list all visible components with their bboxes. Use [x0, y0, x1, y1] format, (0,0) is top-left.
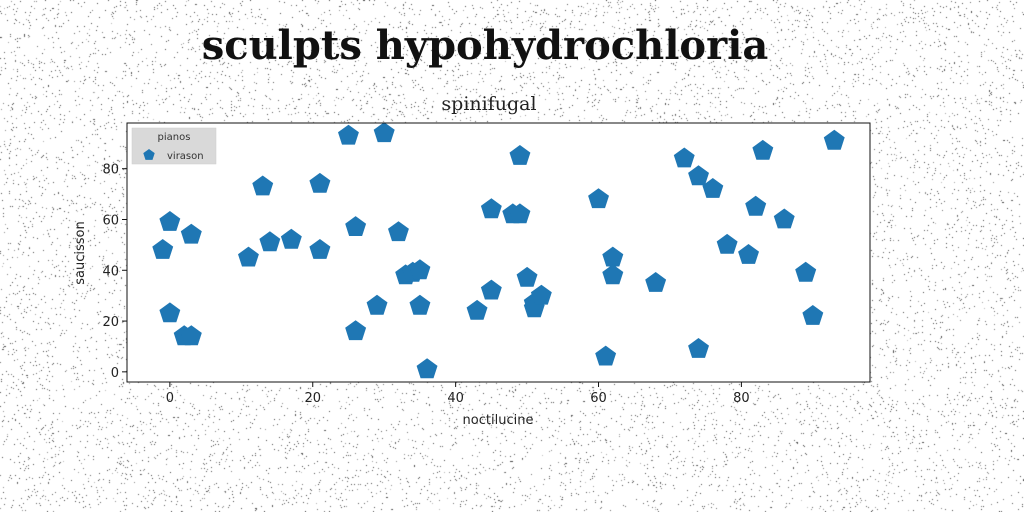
x-tick-label: 60 — [590, 391, 607, 406]
data-point-11 — [309, 239, 331, 259]
data-point-0 — [152, 239, 174, 259]
data-point-13 — [345, 216, 367, 236]
y-tick-label: 60 — [102, 213, 119, 228]
legend-marker-virason — [143, 149, 155, 160]
y-tick-label: 0 — [111, 366, 119, 381]
plot-frame — [126, 122, 871, 383]
data-point-2 — [159, 302, 181, 323]
chart-main-title: sculpts hypohydrochloria — [201, 22, 769, 69]
data-point-46 — [773, 208, 795, 229]
x-tick-label: 80 — [733, 391, 750, 406]
x-tick-label: 40 — [447, 391, 464, 406]
data-point-36 — [602, 264, 624, 285]
data-point-33 — [588, 188, 609, 209]
data-point-7 — [252, 175, 274, 196]
data-point-42 — [716, 233, 738, 254]
x-tick-label: 20 — [304, 391, 321, 406]
data-point-28 — [509, 145, 531, 165]
data-point-21 — [409, 294, 431, 315]
data-point-23 — [466, 299, 488, 320]
y-tick-label: 80 — [102, 163, 119, 178]
x-axis: 0 20 40 60 80 — [166, 382, 750, 406]
data-point-34 — [595, 345, 617, 366]
data-points — [152, 122, 845, 379]
chart-subtitle: spinifugal — [441, 93, 536, 115]
data-point-15 — [366, 294, 388, 315]
legend-title: pianos — [158, 132, 191, 143]
data-point-1 — [159, 211, 181, 231]
data-point-16 — [373, 122, 395, 143]
y-tick-label: 40 — [102, 264, 119, 279]
data-point-12 — [338, 124, 359, 145]
data-point-22 — [416, 358, 438, 379]
data-point-4 — [180, 325, 202, 346]
legend-marker-shape — [143, 149, 155, 160]
data-point-37 — [645, 272, 667, 292]
data-point-17 — [388, 221, 409, 242]
data-point-6 — [238, 246, 259, 267]
data-point-27 — [509, 203, 531, 224]
data-point-39 — [688, 165, 709, 186]
data-point-25 — [480, 279, 502, 300]
data-point-40 — [688, 338, 709, 358]
y-tick-label: 20 — [102, 315, 119, 330]
data-point-48 — [802, 305, 824, 325]
data-point-32 — [530, 284, 552, 305]
data-point-8 — [259, 231, 281, 252]
data-point-44 — [745, 195, 767, 216]
data-point-20 — [409, 259, 431, 280]
data-point-9 — [280, 228, 302, 249]
data-point-47 — [795, 261, 817, 282]
data-point-5 — [180, 223, 202, 244]
data-point-14 — [345, 320, 367, 341]
data-point-24 — [480, 198, 502, 219]
data-point-41 — [702, 178, 724, 198]
legend-entry-virason: virason — [167, 151, 204, 162]
data-point-10 — [309, 172, 331, 193]
data-point-43 — [738, 244, 759, 264]
data-point-35 — [602, 246, 624, 267]
legend: pianos virason — [131, 127, 217, 165]
data-point-45 — [752, 139, 774, 160]
data-point-29 — [516, 266, 538, 287]
y-axis-label: saucisson — [73, 221, 88, 284]
x-axis-label: noctilucine — [463, 413, 534, 428]
data-point-38 — [673, 147, 695, 168]
data-point-49 — [823, 129, 845, 150]
y-axis: 0 20 40 60 80 — [102, 163, 127, 381]
x-tick-label: 0 — [166, 391, 174, 406]
